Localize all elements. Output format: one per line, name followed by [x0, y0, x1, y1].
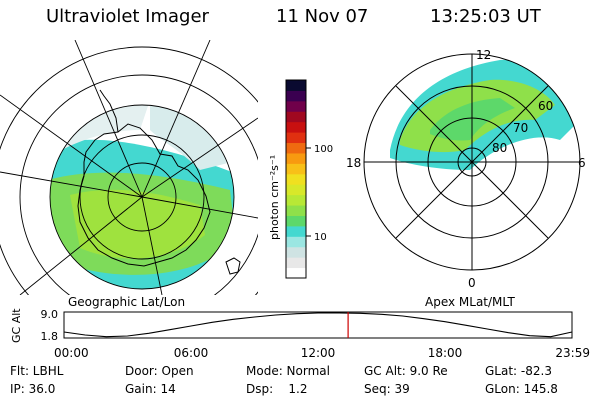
colorbar-frame [285, 79, 307, 279]
colorbar-segment [286, 100, 306, 112]
colorbar-segment [286, 246, 306, 258]
mlt-label-6: 6 [578, 156, 586, 170]
colorbar-segment [286, 152, 306, 164]
plot-x-ticks: 00:00 06:00 12:00 18:00 23:59 [54, 346, 590, 360]
plot-y-tick-top: 9.0 [41, 308, 59, 321]
colorbar-unit-label: photon cm⁻²s⁻¹ [268, 155, 281, 240]
mlt-label-12: 12 [476, 48, 491, 62]
mlat-label-70: 70 [513, 121, 528, 135]
colorbar-segment [286, 194, 306, 206]
plot-x-tick-label: 06:00 [174, 346, 209, 360]
peninsula-coast [99, 89, 119, 133]
info-dsp: Dsp: 1.2 [246, 382, 308, 396]
colorbar-segment [286, 205, 306, 216]
date-label: 11 Nov 07 [276, 6, 369, 27]
geographic-lon-lines [0, 40, 258, 295]
colorbar-segment [286, 80, 306, 91]
instrument-title: Ultraviolet Imager [46, 6, 209, 27]
colorbar-segment [286, 225, 306, 237]
info-gain: Gain: 14 [125, 382, 176, 396]
colorbar-segment [286, 111, 306, 123]
apex-panel-label: Apex MLat/MLT [425, 295, 515, 309]
colorbar-tick-label-100: 100 [314, 144, 333, 155]
info-mode: Mode: Normal [246, 364, 330, 378]
colorbar-segment [286, 142, 306, 154]
mlt-label-18: 18 [346, 156, 361, 170]
geographic-lat-circles [0, 46, 258, 295]
colorbar-segment [286, 163, 306, 175]
apex-map: 12 18 6 0 60 70 80 [346, 48, 586, 290]
info-glon: GLon: 145.8 [485, 382, 558, 396]
plot-frame [63, 311, 573, 339]
plot-y-axis-label: GC Alt [10, 308, 23, 343]
plot-x-tick-label: 18:00 [428, 346, 463, 360]
plot-x-tick-label: 23:59 [555, 346, 590, 360]
island-coast [225, 257, 241, 275]
colorbar-tick-label-10: 10 [314, 232, 327, 243]
mlat-label-80: 80 [492, 141, 507, 155]
time-label: 13:25:03 UT [430, 6, 541, 27]
colorbar [285, 79, 307, 279]
colorbar-segment [286, 215, 306, 227]
apex-aurora-emission [390, 59, 580, 170]
colorbar-segment [286, 236, 306, 248]
apex-mlt-lines [364, 54, 580, 270]
colorbar-segment [286, 90, 306, 102]
plot-x-tick-label: 12:00 [301, 346, 336, 360]
colorbar-segment [286, 184, 306, 196]
altitude-plot: GC Alt 9.0 1.8 00:00 06:00 12:00 18:00 23:59 [10, 308, 590, 360]
geographic-panel-label: Geographic Lat/Lon [68, 295, 186, 309]
info-filter: Flt: LBHL [10, 364, 64, 378]
plot-x-tick-label: 00:00 [54, 346, 89, 360]
mlat-label-60: 60 [538, 99, 553, 113]
plot-y-tick-bottom: 1.8 [41, 330, 59, 343]
colorbar-segment [286, 257, 306, 269]
colorbar-segment [286, 173, 306, 185]
altitude-line [63, 312, 573, 338]
geographic-map [0, 40, 258, 295]
info-door: Door: Open [125, 364, 194, 378]
info-ip: IP: 36.0 [10, 382, 56, 396]
info-glat: GLat: -82.3 [485, 364, 552, 378]
geographic-aurora-emission [50, 105, 234, 289]
info-gc-alt: GC Alt: 9.0 Re [364, 364, 448, 378]
mlt-label-0: 0 [468, 276, 476, 290]
colorbar-segment [286, 267, 306, 279]
info-seq: Seq: 39 [364, 382, 410, 396]
coastline [77, 123, 211, 267]
colorbar-segment [286, 121, 306, 133]
colorbar-segment [286, 132, 306, 144]
